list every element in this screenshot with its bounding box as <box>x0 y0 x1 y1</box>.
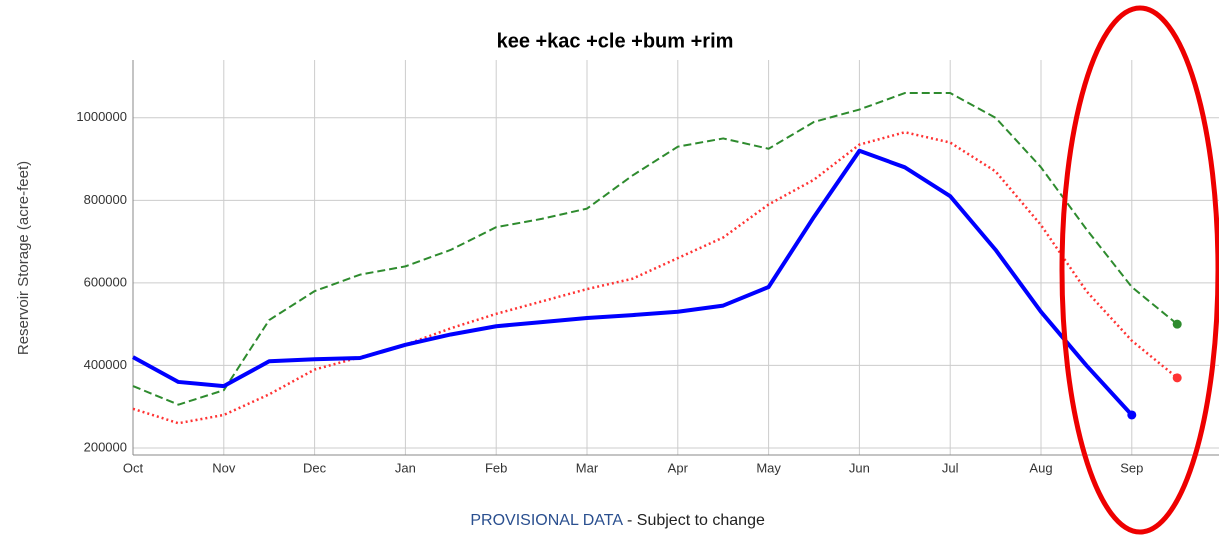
y-tick-label: 600000 <box>84 274 127 289</box>
x-tick-label: Oct <box>123 460 144 475</box>
x-tick-label: Feb <box>485 460 507 475</box>
y-axis-label: Reservoir Storage (acre-feet) <box>15 161 32 355</box>
y-tick-label: 1000000 <box>76 109 127 124</box>
footer-link[interactable]: PROVISIONAL DATA <box>470 512 623 529</box>
y-tick-label: 200000 <box>84 439 127 454</box>
x-tick-label: Jun <box>849 460 870 475</box>
series-line <box>132 92 1178 406</box>
chart-title: kee +kac +cle +bum +rim <box>497 30 734 52</box>
plot: 200000 400000 600000 800000 1000000 Oct Nov Dec… <box>76 60 1219 475</box>
footer-note: - Subject to change <box>627 512 765 529</box>
x-tick-label: Sep <box>1120 460 1143 475</box>
x-tick-label: Mar <box>576 460 599 475</box>
x-tick-label: Dec <box>303 460 327 475</box>
x-tick-label: Jul <box>942 460 959 475</box>
series-line <box>132 148 1134 417</box>
x-tick-label: Aug <box>1029 460 1052 475</box>
highlight-ellipse <box>1059 5 1219 535</box>
y-tick-label: 400000 <box>84 357 127 372</box>
x-tick-label: Nov <box>212 460 236 475</box>
x-tick-label: Apr <box>668 460 689 475</box>
series-line <box>132 130 1178 425</box>
y-tick-label: 800000 <box>84 192 127 207</box>
end-marker <box>1172 373 1182 383</box>
end-marker <box>1172 319 1182 329</box>
x-tick-label: Jan <box>395 460 416 475</box>
end-marker <box>1127 410 1137 420</box>
x-tick-label: May <box>756 460 781 475</box>
